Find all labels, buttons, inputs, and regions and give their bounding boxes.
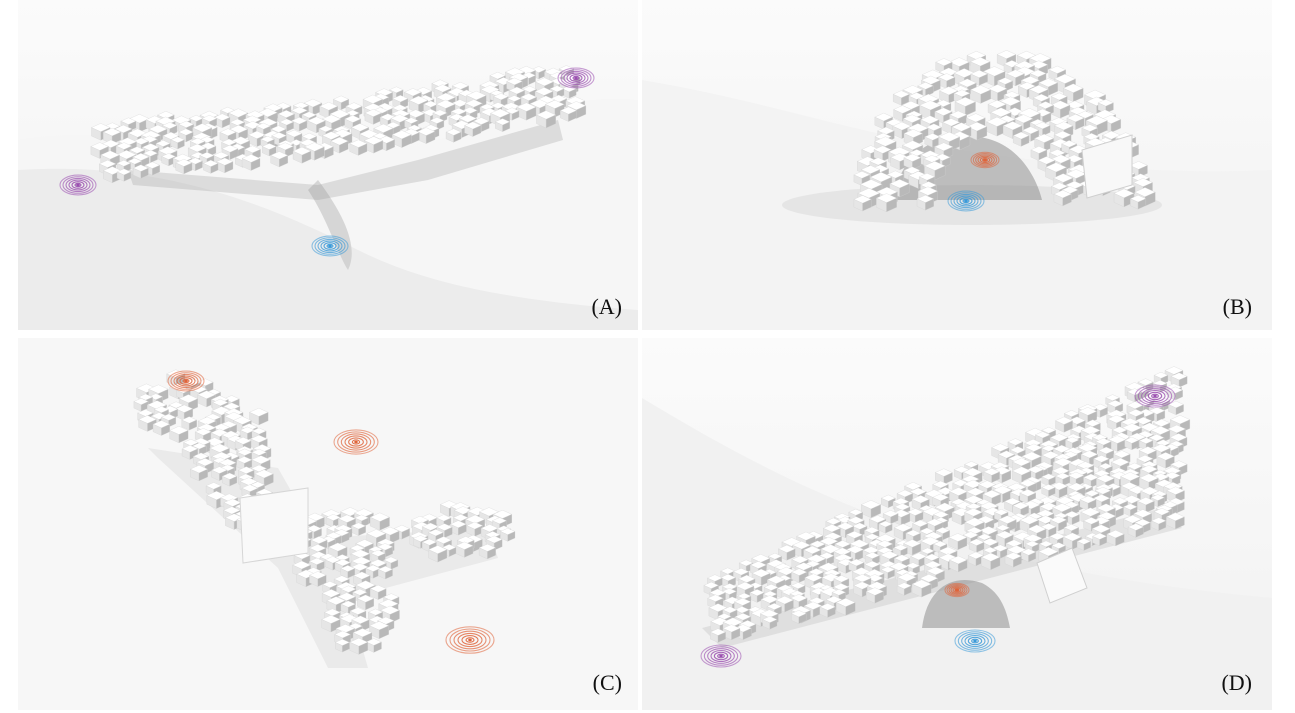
panel-b-render (642, 50, 1272, 330)
signal-orange-icon (970, 151, 1000, 169)
signal-purple-icon (1134, 384, 1176, 408)
voxel-structure (853, 50, 1156, 213)
panel-label-b: (B) (1222, 294, 1252, 319)
signal-blue-icon (954, 629, 996, 653)
signal-orange-icon (944, 582, 970, 598)
signal-purple-icon (700, 644, 742, 668)
signal-orange-icon (167, 370, 205, 392)
panel-label-d: (D) (1221, 670, 1252, 695)
signal-blue-icon (947, 190, 985, 212)
panel-label-c: (C) (592, 670, 622, 695)
signal-blue-icon (311, 235, 349, 257)
panel-c-render (18, 338, 638, 710)
signal-purple-icon (557, 67, 595, 89)
signal-orange-icon (445, 626, 495, 654)
voxel-structure (133, 369, 516, 668)
signal-purple-icon (59, 174, 97, 196)
panel-a: (A) (18, 0, 638, 330)
panel-d: (D) (642, 338, 1272, 710)
panel-d-render (642, 366, 1272, 710)
panel-b: (B) (642, 0, 1272, 330)
voxel-structure (702, 366, 1191, 648)
panel-a-render (18, 65, 638, 330)
panel-label-a: (A) (591, 294, 622, 319)
voxel-structure (90, 65, 587, 200)
signal-orange-icon (333, 429, 379, 455)
panel-c: (C) (18, 338, 638, 710)
